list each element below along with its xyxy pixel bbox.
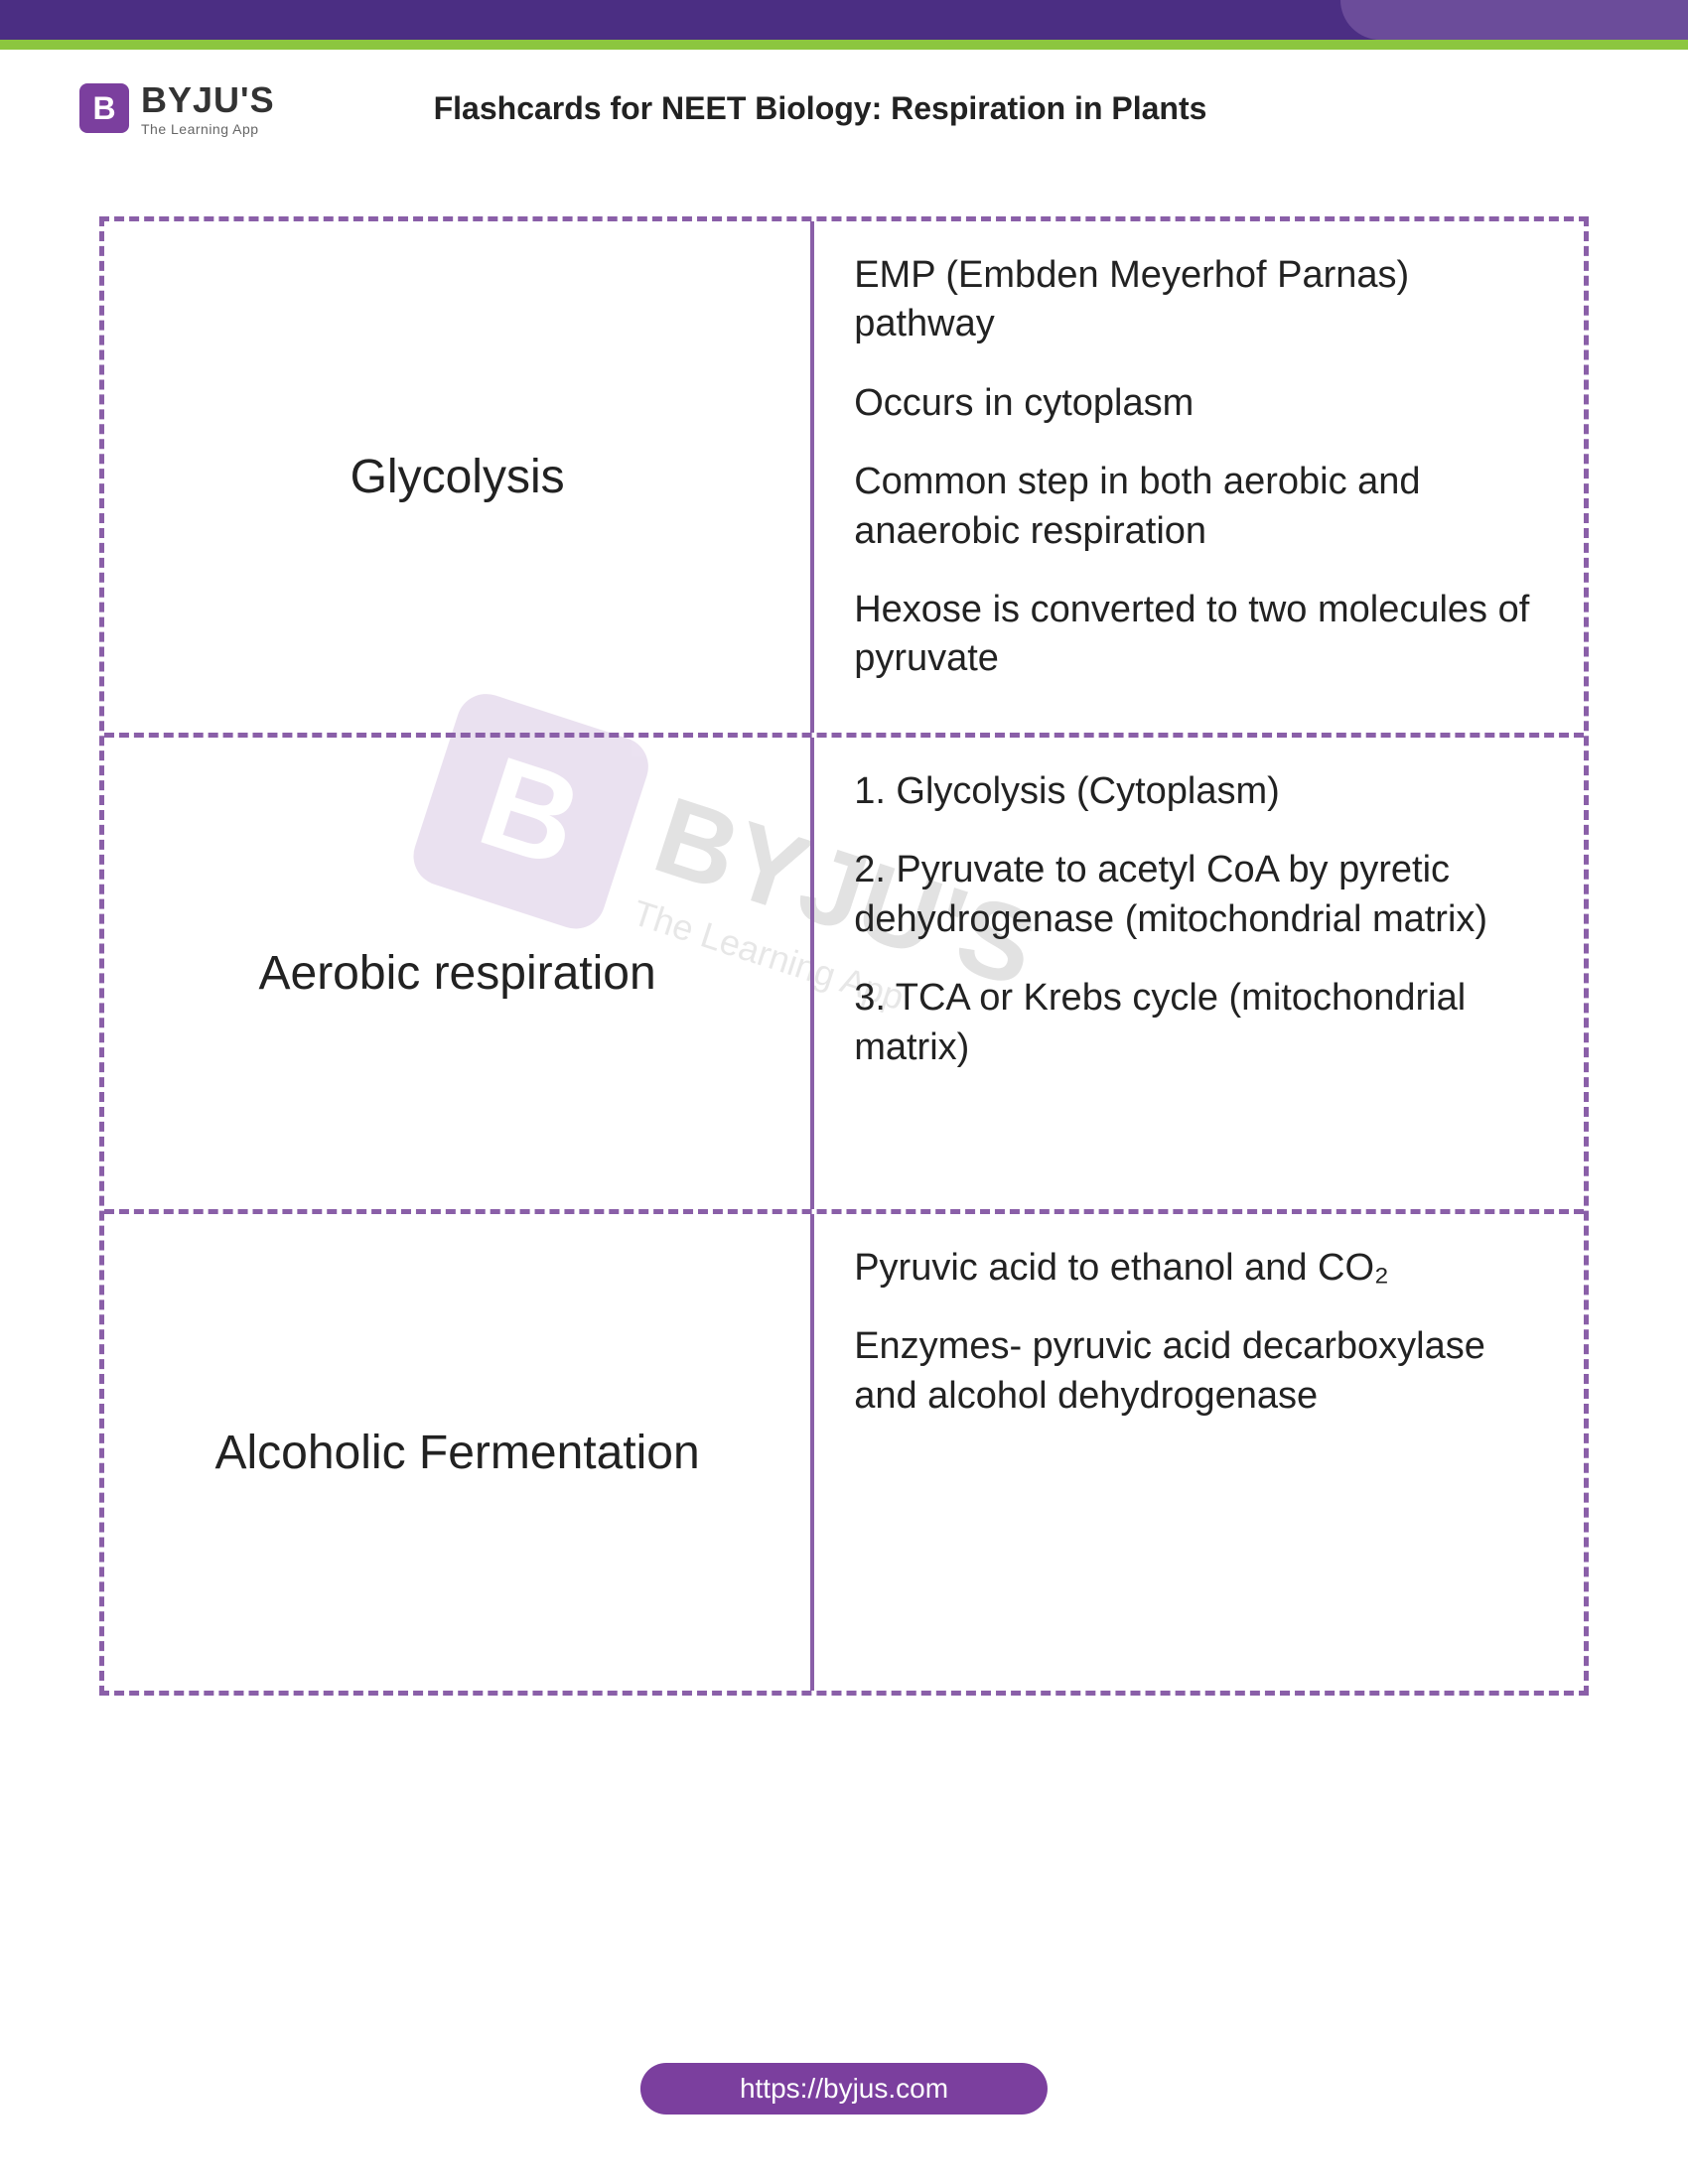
definition-cell: EMP (Embden Meyerhof Parnas) pathway Occ… (814, 221, 1584, 733)
definition-point: Hexose is converted to two molecules of … (854, 586, 1554, 684)
logo-tagline: The Learning App (141, 121, 275, 137)
definition-point: EMP (Embden Meyerhof Parnas) pathway (854, 251, 1554, 349)
table-row: Alcoholic Fermentation Pyruvic acid to e… (104, 1214, 1584, 1691)
table-row: Glycolysis EMP (Embden Meyerhof Parnas) … (104, 221, 1584, 738)
green-accent-bar (0, 40, 1688, 50)
definition-point: Common step in both aerobic and anaerobi… (854, 458, 1554, 556)
page-title: Flashcards for NEET Biology: Respiration… (434, 90, 1207, 127)
definition-point: Pyruvic acid to ethanol and CO₂ (854, 1244, 1554, 1293)
definition-cell: Pyruvic acid to ethanol and CO₂ Enzymes-… (814, 1214, 1584, 1691)
footer-url: https://byjus.com (640, 2063, 1048, 2115)
header: B BYJU'S The Learning App Flashcards for… (0, 50, 1688, 157)
definition-point: 3. TCA or Krebs cycle (mitochondrial mat… (854, 974, 1554, 1072)
logo-name: BYJU'S (141, 79, 275, 121)
definition-cell: 1. Glycolysis (Cytoplasm) 2. Pyruvate to… (814, 738, 1584, 1209)
logo: B BYJU'S The Learning App (79, 79, 275, 137)
flashcard-table: Glycolysis EMP (Embden Meyerhof Parnas) … (99, 216, 1589, 1696)
definition-point: Occurs in cytoplasm (854, 379, 1554, 428)
definition-point: 1. Glycolysis (Cytoplasm) (854, 767, 1554, 816)
definition-point: Enzymes- pyruvic acid decarboxylase and … (854, 1322, 1554, 1421)
term-cell: Glycolysis (104, 221, 814, 733)
table-row: Aerobic respiration 1. Glycolysis (Cytop… (104, 738, 1584, 1214)
logo-icon: B (79, 83, 129, 133)
top-purple-bar (0, 0, 1688, 40)
term-cell: Aerobic respiration (104, 738, 814, 1209)
term-cell: Alcoholic Fermentation (104, 1214, 814, 1691)
definition-point: 2. Pyruvate to acetyl CoA by pyretic deh… (854, 846, 1554, 944)
